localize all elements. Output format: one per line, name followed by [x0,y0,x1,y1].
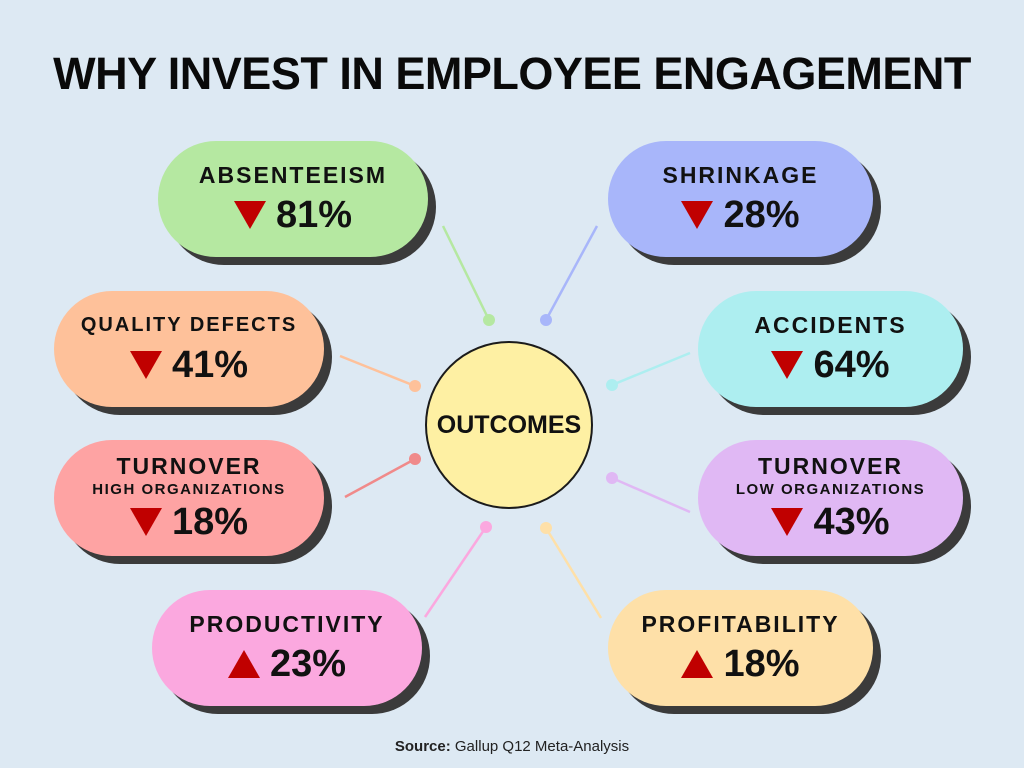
outcome-label: TURNOVER [757,453,904,479]
outcome-label: QUALITY DEFECTS [80,314,298,336]
connector-absenteeism [441,225,495,326]
connector-accidents [606,351,691,391]
outcome-value: 18% [723,643,800,685]
connector-productivity [423,521,492,618]
down-arrow-icon [129,508,162,536]
page-title: WHY INVEST IN EMPLOYEE ENGAGEMENT [53,48,971,99]
outcome-sublabel: LOW ORGANIZATIONS [735,481,926,498]
outcome-quality-defects: QUALITY DEFECTS 41% [54,291,324,407]
up-arrow-icon [681,650,714,678]
outcome-sublabel: HIGH ORGANIZATIONS [92,481,286,498]
outcome-turnover-high: TURNOVER HIGH ORGANIZATIONS 18% [54,440,324,556]
outcome-value: 28% [723,194,800,236]
outcome-profitability: PROFITABILITY 18% [608,590,873,706]
down-arrow-icon [771,508,804,536]
outcome-label: ACCIDENTS [754,312,907,338]
hub-label: OUTCOMES [436,410,582,439]
outcome-value: 23% [269,643,347,685]
outcome-shrinkage: SHRINKAGE 28% [608,141,873,257]
outcome-accidents: ACCIDENTS 64% [698,291,963,407]
down-arrow-icon [129,351,162,379]
outcome-label: PRODUCTIVITY [189,611,385,637]
outcome-value: 41% [171,344,249,386]
outcome-label: TURNOVER [116,453,262,479]
outcome-value: 81% [275,194,353,236]
outcome-absenteeism: ABSENTEEISM 81% [158,141,428,257]
outcome-value: 64% [813,344,890,386]
source-note: Source: Gallup Q12 Meta-Analysis [0,738,1024,755]
outcome-label: PROFITABILITY [641,611,840,637]
outcome-label: ABSENTEEISM [198,162,388,188]
outcome-value: 43% [813,501,890,543]
down-arrow-icon [233,201,266,229]
connector-turnover-high [344,453,421,499]
outcome-productivity: PRODUCTIVITY 23% [152,590,422,706]
outcome-turnover-low: TURNOVER LOW ORGANIZATIONS 43% [698,440,963,556]
source-prefix: Source: [394,738,451,755]
down-arrow-icon [681,201,714,229]
up-arrow-icon [227,650,260,678]
outcome-label: SHRINKAGE [662,162,819,188]
source-text: Gallup Q12 Meta-Analysis [454,738,630,755]
connector-shrinkage [540,225,599,326]
outcome-value: 18% [171,501,249,543]
connector-profitability [540,522,603,619]
connector-quality-defects [339,354,421,392]
down-arrow-icon [771,351,804,379]
connector-turnover-low [606,472,691,514]
outcomes-hub: OUTCOMES [425,341,593,509]
